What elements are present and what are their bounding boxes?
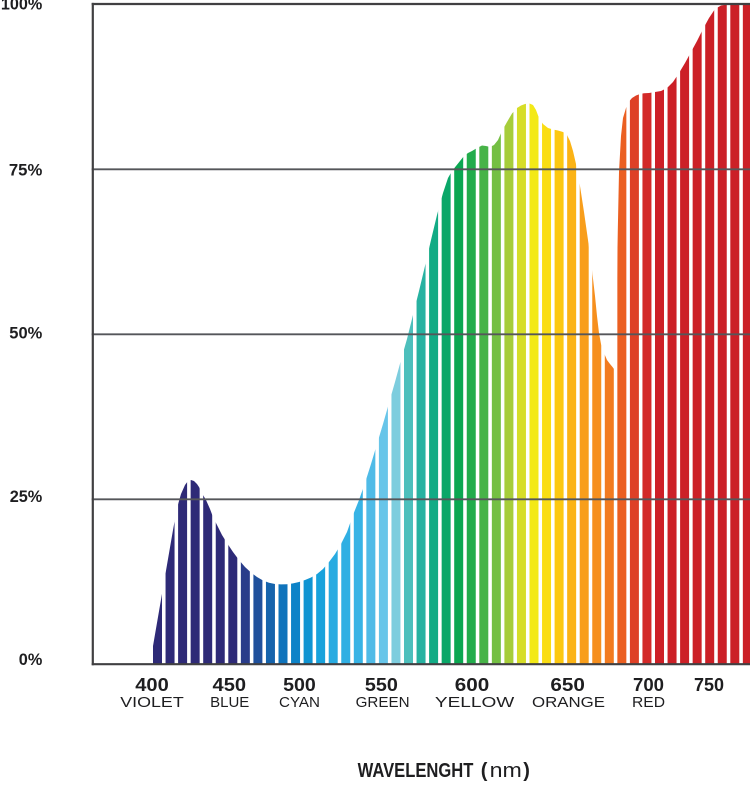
svg-text:600: 600	[455, 675, 490, 695]
svg-text:BLUE: BLUE	[210, 694, 249, 711]
svg-text:GREEN: GREEN	[356, 694, 410, 711]
svg-text:400: 400	[135, 675, 169, 695]
svg-text:(: (	[481, 760, 488, 782]
svg-text:550: 550	[365, 675, 398, 695]
svg-text:75%: 75%	[9, 161, 42, 180]
svg-text:YELLOW: YELLOW	[435, 694, 515, 711]
svg-text:50%: 50%	[9, 324, 42, 343]
svg-text:RED: RED	[632, 694, 665, 711]
svg-text:700: 700	[633, 675, 664, 695]
svg-text:450: 450	[213, 675, 247, 695]
svg-text:750: 750	[694, 675, 724, 695]
svg-text:100%: 100%	[1, 0, 42, 14]
svg-text:VIOLET: VIOLET	[120, 694, 184, 711]
svg-text:650: 650	[550, 675, 585, 695]
svg-text:500: 500	[283, 675, 316, 695]
svg-text:0%: 0%	[19, 650, 43, 669]
svg-text:): )	[523, 760, 530, 782]
svg-text:ORANGE: ORANGE	[532, 694, 605, 711]
svg-text:CYAN: CYAN	[279, 694, 320, 711]
svg-text:WAVELENGHT: WAVELENGHT	[358, 760, 474, 782]
svg-text:nm: nm	[490, 760, 522, 782]
svg-text:25%: 25%	[10, 487, 43, 506]
